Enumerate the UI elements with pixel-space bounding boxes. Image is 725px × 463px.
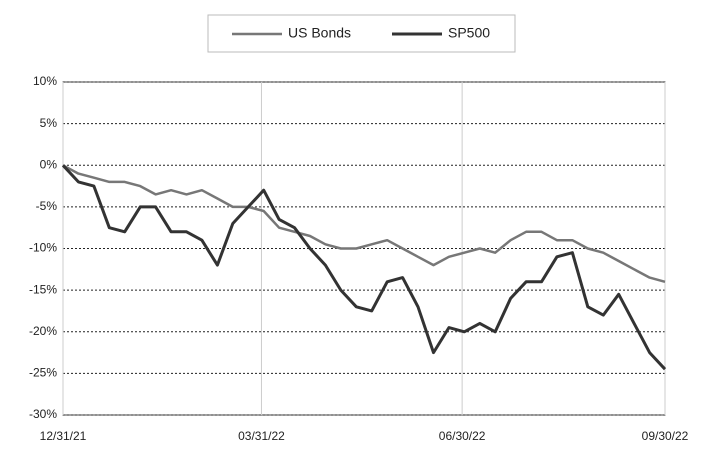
x-tick-label: 06/30/22 [439, 429, 486, 443]
y-tick-label: 10% [33, 74, 57, 88]
series-line [61, 164, 667, 371]
y-tick-label: -20% [29, 324, 57, 338]
legend-label: US Bonds [288, 25, 351, 41]
legend-label: SP500 [448, 25, 490, 41]
y-tick-label: 0% [40, 157, 58, 171]
y-tick-label: -5% [36, 199, 58, 213]
y-tick-label: -10% [29, 241, 57, 255]
series-line [62, 164, 666, 284]
x-tick-label: 09/30/22 [642, 429, 689, 443]
y-tick-label: -30% [29, 407, 57, 421]
x-tick-label: 03/31/22 [238, 429, 285, 443]
y-tick-label: -15% [29, 282, 57, 296]
y-tick-label: -25% [29, 366, 57, 380]
y-tick-label: 5% [40, 116, 58, 130]
x-tick-label: 12/31/21 [40, 429, 87, 443]
